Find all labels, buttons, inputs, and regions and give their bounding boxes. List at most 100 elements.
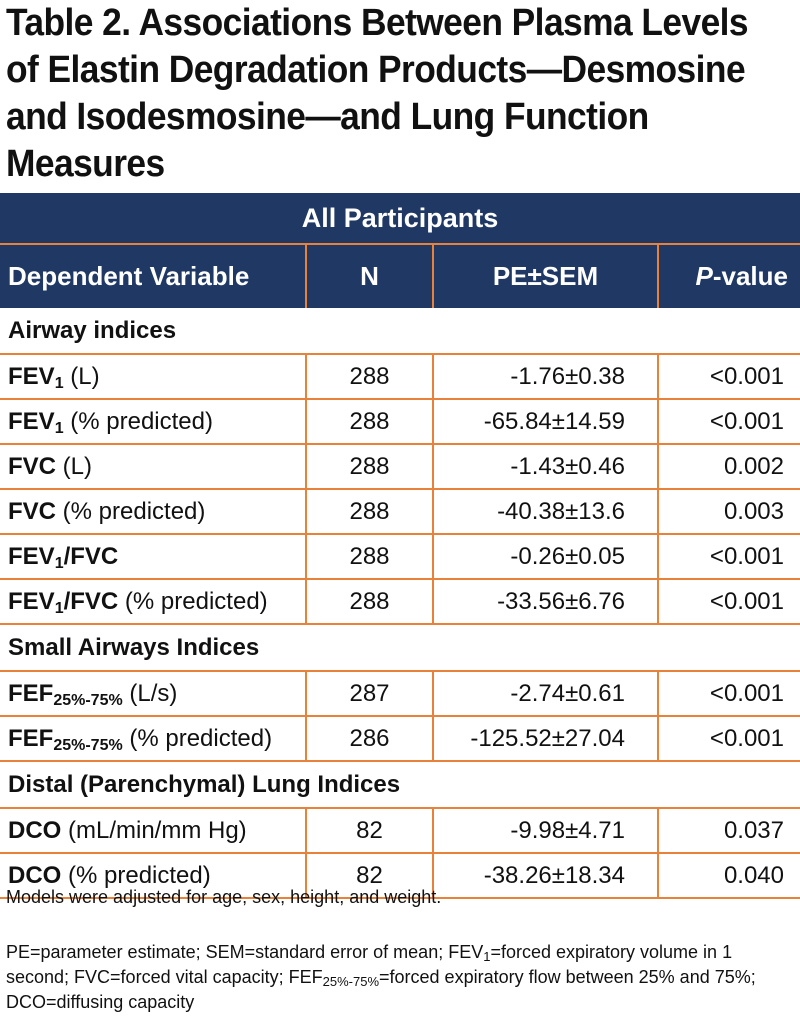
section-label: Small Airways Indices [0,624,800,672]
section-label: Airway indices [0,308,800,355]
abbrev-part-3: =forced expiratory flow between 25% and … [6,967,756,1012]
cell-dependent-variable: FEF25%-75% (% predicted) [0,716,306,762]
footnote-abbreviations: PE=parameter estimate; SEM=standard erro… [6,940,796,1015]
cell-pe-sem: -40.38±13.6 [432,489,658,535]
cell-dependent-variable: FEV1/FVC [0,534,306,580]
abbrev-part-1: PE=parameter estimate; SEM=standard erro… [6,942,484,962]
cell-n: 288 [305,489,433,535]
table-title: Table 2. Associations Between Plasma Lev… [6,0,797,188]
cell-pe-sem: -65.84±14.59 [432,399,658,445]
section-row: Airway indices [0,308,800,355]
variable-unit: (% predicted) [61,861,211,889]
variable-abbrev: FEV [8,542,55,570]
cell-n: 288 [305,399,433,445]
variable-name: FVC [8,453,56,480]
variable-name: FEV1 [8,362,64,392]
variable-abbrev: DCO [8,861,62,889]
title-line-1: Table 2. Associations Between Plasma Lev… [6,2,749,44]
section-row: Small Airways Indices [0,624,800,672]
table-header-row: Dependent Variable N PE±SEM P-value [0,244,800,308]
cell-p-value: <0.001 [657,716,800,762]
table-row: FVC (L) 288 -1.43±0.46 0.002 [0,444,800,490]
cell-pe-sem: -0.26±0.05 [432,534,658,580]
variable-name: DCO [8,817,61,844]
cell-dependent-variable: FEV1 (L) [0,354,306,400]
cell-p-value: <0.001 [657,399,800,445]
cell-dependent-variable: FEF25%-75% (L/s) [0,671,306,717]
variable-unit: (L) [63,362,100,390]
table-row: FEV1/FVC 288 -0.26±0.05 <0.001 [0,534,800,580]
variable-abbrev: FEV [8,362,55,390]
cell-dependent-variable: DCO (mL/min/mm Hg) [0,808,306,854]
cell-n: 288 [305,534,433,580]
variable-name: FEV1/FVC [8,587,119,617]
table-body: Airway indices FEV1 (L) 288 -1.76±0.38 <0.00… [0,308,800,899]
variable-unit: (mL/min/mm Hg) [61,816,247,844]
header-p-rest: -value [712,261,788,291]
cell-p-value: <0.001 [657,579,800,625]
cell-n: 286 [305,716,433,762]
table-row: FEV1/FVC (% predicted) 288 -33.56±6.76 <0.0… [0,579,800,625]
variable-subscript: 1 [54,599,64,617]
table-row: DCO (mL/min/mm Hg) 82 -9.98±4.71 0.037 [0,808,800,854]
cell-pe-sem: -125.52±27.04 [432,716,658,762]
table-band-row: All Participants [0,193,800,245]
variable-abbrev-suffix: /FVC [63,587,119,615]
cell-dependent-variable: FEV1 (% predicted) [0,399,306,445]
header-n: N [305,244,433,308]
abbrev-sub-1: 1 [483,949,491,964]
variable-subscript: 1 [54,374,64,392]
header-dependent-variable: Dependent Variable [0,244,306,308]
variable-unit: (% predicted) [63,407,213,435]
variable-abbrev: FEV [8,407,55,435]
variable-unit: (L) [56,452,92,480]
cell-n: 288 [305,354,433,400]
variable-name: FEF25%-75% [8,679,123,709]
cell-p-value: 0.002 [657,444,800,490]
section-label: Distal (Parenchymal) Lung Indices [0,761,800,809]
variable-name: DCO [8,862,61,889]
header-pe-sem: PE±SEM [432,244,658,308]
table-row: FEV1 (% predicted) 288 -65.84±14.59 <0.001 [0,399,800,445]
cell-n: 288 [305,444,433,490]
cell-dependent-variable: FEV1/FVC (% predicted) [0,579,306,625]
abbrev-sub-2: 25%-75% [322,974,380,989]
variable-abbrev: FVC [8,452,56,480]
cell-p-value: 0.003 [657,489,800,535]
cell-pe-sem: -2.74±0.61 [432,671,658,717]
variable-subscript: 25%-75% [53,691,123,709]
variable-unit: (% predicted) [118,587,268,615]
cell-n: 82 [305,808,433,854]
header-p-value: P-value [657,244,800,308]
variable-abbrev-suffix: /FVC [63,542,119,570]
cell-n: 287 [305,671,433,717]
variable-subscript: 25%-75% [53,736,123,754]
variable-abbrev: DCO [8,816,62,844]
cell-pe-sem: -38.26±18.34 [432,853,658,899]
table-row: FEV1 (L) 288 -1.76±0.38 <0.001 [0,354,800,400]
variable-subscript: 1 [54,419,64,437]
cell-n: 82 [305,853,433,899]
variable-name: FEF25%-75% [8,724,123,754]
header-p-italic: P [695,261,713,291]
variable-abbrev: FEF [8,679,54,707]
footnote-adjustment: Models were adjusted for age, sex, heigh… [6,887,442,907]
results-table: All Participants Dependent Variable N PE… [0,193,800,899]
variable-unit: (% predicted) [56,497,206,525]
title-line-2: of Elastin Degradation Products—Desmosin… [6,49,746,91]
cell-pe-sem: -1.76±0.38 [432,354,658,400]
variable-abbrev: FEF [8,724,54,752]
variable-abbrev: FEV [8,587,55,615]
title-line-4: Measures [6,143,165,185]
band-label: All Participants [0,193,800,245]
variable-abbrev: FVC [8,497,56,525]
cell-dependent-variable: FVC (% predicted) [0,489,306,535]
variable-name: FEV1 [8,407,64,437]
cell-p-value: <0.001 [657,534,800,580]
section-row: Distal (Parenchymal) Lung Indices [0,761,800,809]
cell-p-value: <0.001 [657,354,800,400]
table-row: FVC (% predicted) 288 -40.38±13.6 0.003 [0,489,800,535]
cell-pe-sem: -1.43±0.46 [432,444,658,490]
cell-p-value: 0.040 [657,853,800,899]
cell-pe-sem: -33.56±6.76 [432,579,658,625]
